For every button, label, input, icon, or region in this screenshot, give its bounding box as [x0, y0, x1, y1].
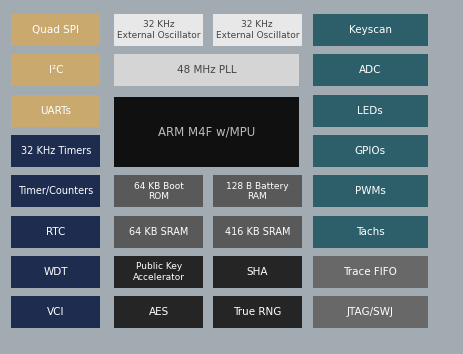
Text: ADC: ADC: [358, 65, 381, 75]
FancyBboxPatch shape: [114, 256, 203, 288]
Text: Timer/Counters: Timer/Counters: [18, 186, 94, 196]
Text: 48 MHz PLL: 48 MHz PLL: [176, 65, 236, 75]
FancyBboxPatch shape: [212, 256, 301, 288]
Text: Quad SPI: Quad SPI: [32, 25, 79, 35]
Text: GPIOs: GPIOs: [354, 146, 385, 156]
Text: RTC: RTC: [46, 227, 65, 236]
Text: Public Key
Accelerator: Public Key Accelerator: [132, 262, 185, 282]
FancyBboxPatch shape: [11, 216, 100, 248]
Text: 416 KB SRAM: 416 KB SRAM: [224, 227, 289, 236]
Text: Keyscan: Keyscan: [348, 25, 391, 35]
Text: VCI: VCI: [47, 307, 64, 317]
FancyBboxPatch shape: [11, 296, 100, 329]
Text: 128 B Battery
RAM: 128 B Battery RAM: [225, 182, 288, 201]
FancyBboxPatch shape: [212, 216, 301, 248]
FancyBboxPatch shape: [11, 135, 100, 167]
FancyBboxPatch shape: [11, 14, 100, 46]
FancyBboxPatch shape: [114, 97, 298, 167]
FancyBboxPatch shape: [212, 175, 301, 207]
FancyBboxPatch shape: [114, 175, 203, 207]
FancyBboxPatch shape: [114, 216, 203, 248]
FancyBboxPatch shape: [11, 54, 100, 86]
FancyBboxPatch shape: [212, 14, 301, 46]
FancyBboxPatch shape: [11, 95, 100, 127]
FancyBboxPatch shape: [312, 54, 427, 86]
Text: ARM M4F w/MPU: ARM M4F w/MPU: [157, 125, 255, 138]
Text: LEDs: LEDs: [357, 105, 382, 115]
Text: True RNG: True RNG: [232, 307, 281, 317]
Text: SHA: SHA: [246, 267, 268, 277]
Text: WDT: WDT: [44, 267, 68, 277]
Text: AES: AES: [149, 307, 169, 317]
Text: 64 KB Boot
ROM: 64 KB Boot ROM: [134, 182, 183, 201]
Text: 32 KHz
External Oscillator: 32 KHz External Oscillator: [117, 20, 200, 40]
FancyBboxPatch shape: [312, 135, 427, 167]
FancyBboxPatch shape: [312, 95, 427, 127]
FancyBboxPatch shape: [212, 296, 301, 329]
Text: 64 KB SRAM: 64 KB SRAM: [129, 227, 188, 236]
FancyBboxPatch shape: [312, 14, 427, 46]
FancyBboxPatch shape: [312, 216, 427, 248]
FancyBboxPatch shape: [11, 175, 100, 207]
FancyBboxPatch shape: [114, 296, 203, 329]
Text: PWMs: PWMs: [354, 186, 385, 196]
FancyBboxPatch shape: [312, 175, 427, 207]
FancyBboxPatch shape: [114, 54, 298, 86]
Text: UARTs: UARTs: [40, 105, 71, 115]
Text: 32 KHz Timers: 32 KHz Timers: [21, 146, 91, 156]
Text: JTAG/SWJ: JTAG/SWJ: [346, 307, 393, 317]
FancyBboxPatch shape: [312, 256, 427, 288]
Text: Tachs: Tachs: [355, 227, 384, 236]
FancyBboxPatch shape: [114, 14, 203, 46]
Text: I²C: I²C: [49, 65, 63, 75]
Text: 32 KHz
External Oscillator: 32 KHz External Oscillator: [215, 20, 298, 40]
Text: Trace FIFO: Trace FIFO: [343, 267, 396, 277]
FancyBboxPatch shape: [11, 256, 100, 288]
FancyBboxPatch shape: [312, 296, 427, 329]
